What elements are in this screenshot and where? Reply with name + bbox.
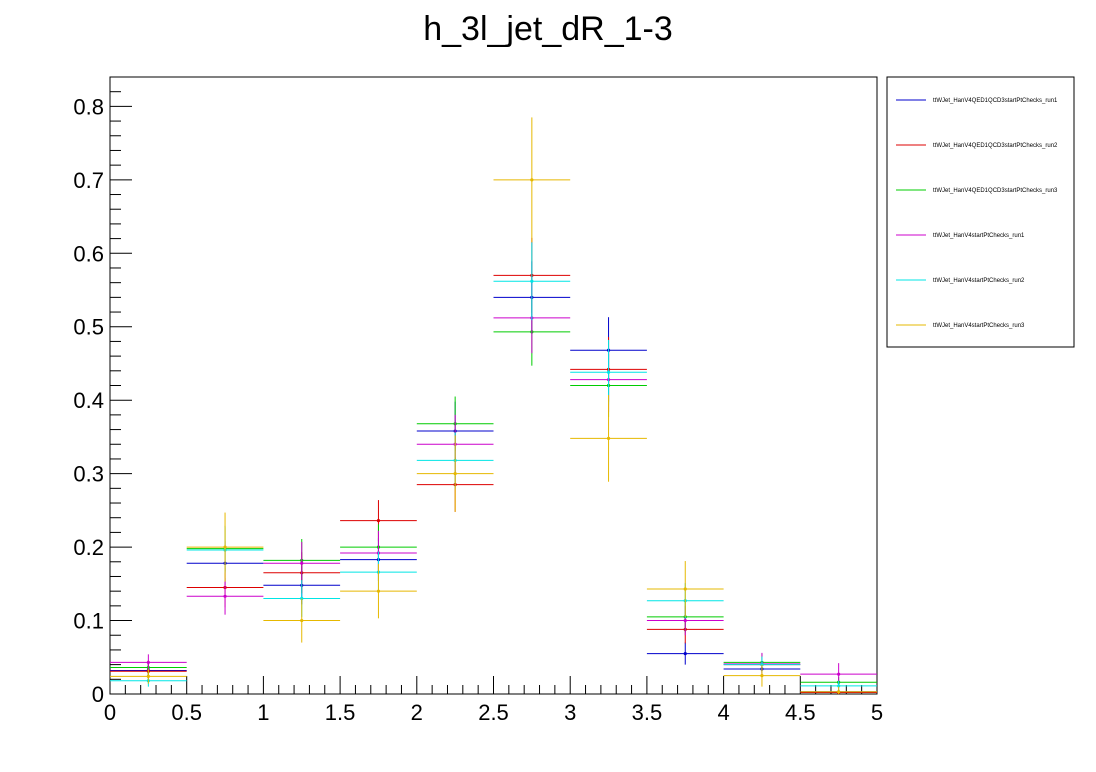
data-point xyxy=(683,587,687,591)
data-point xyxy=(300,618,304,623)
data-point xyxy=(453,472,457,476)
data-point xyxy=(530,279,534,283)
legend-label: ttWJet_HanV4QED1QCD3startPtChecks_run2 xyxy=(933,143,1058,149)
data-point xyxy=(837,672,841,676)
legend-label: ttWJet_HanV4startPtChecks_run3 xyxy=(933,323,1025,329)
data-point xyxy=(683,618,687,623)
series-4 xyxy=(110,282,877,686)
y-tick-label: 0.5 xyxy=(73,315,104,340)
x-tick-label: 0 xyxy=(104,700,116,725)
data-point xyxy=(223,594,227,598)
legend-label: ttWJet_HanV4QED1QCD3startPtChecks_run1 xyxy=(933,98,1058,104)
data-point xyxy=(606,370,611,374)
legend-entries: ttWJet_HanV4QED1QCD3startPtChecks_run1tt… xyxy=(896,98,1058,329)
data-point xyxy=(300,561,304,565)
data-marks xyxy=(110,117,877,695)
x-tick-label: 1.5 xyxy=(325,700,356,725)
x-tick-label: 3 xyxy=(564,700,576,725)
y-tick-label: 0.7 xyxy=(73,168,104,193)
data-point xyxy=(530,178,534,182)
legend-label: ttWJet_HanV4QED1QCD3startPtChecks_run3 xyxy=(933,188,1058,194)
y-tick-label: 0.3 xyxy=(73,462,104,487)
data-point xyxy=(760,674,764,678)
y-tick-label: 0.4 xyxy=(73,388,104,413)
data-point xyxy=(223,545,227,549)
x-tick-label: 2.5 xyxy=(478,700,509,725)
x-tick-label: 0.5 xyxy=(171,700,202,725)
legend-label: ttWJet_HanV4startPtChecks_run2 xyxy=(933,278,1025,284)
data-point xyxy=(376,589,381,593)
legend: ttWJet_HanV4QED1QCD3startPtChecks_run1tt… xyxy=(886,76,1075,348)
data-point xyxy=(837,684,841,688)
x-tick-label: 3.5 xyxy=(632,700,663,725)
series-1 xyxy=(110,261,877,694)
x-axis: 0 0.5 1 1.5 2 2.5 3 3.5 4 4.5 5 xyxy=(104,676,883,725)
x-tick-label: 2 xyxy=(411,700,423,725)
y-tick-label: 0.8 xyxy=(73,94,104,119)
y-tick-label: 0.1 xyxy=(73,609,104,634)
series-6 xyxy=(110,117,877,694)
x-tick-label: 1 xyxy=(257,700,269,725)
y-tick-label: 0.2 xyxy=(73,535,104,560)
legend-label: ttWJet_HanV4startPtChecks_run1 xyxy=(933,233,1025,239)
chart-title: h_3l_jet_dR_1-3 xyxy=(423,10,673,48)
y-tick-label: 0 xyxy=(92,682,104,707)
x-tick-label: 5 xyxy=(871,700,883,725)
data-point xyxy=(146,660,150,665)
data-point xyxy=(683,652,687,656)
data-point xyxy=(606,436,611,440)
data-point xyxy=(837,690,841,694)
x-tick-label: 4.5 xyxy=(785,700,816,725)
data-point xyxy=(146,674,150,678)
x-tick-label: 4 xyxy=(717,700,729,725)
series-5 xyxy=(110,242,877,692)
data-point xyxy=(376,519,381,523)
series-3 xyxy=(110,298,877,688)
series-2 xyxy=(110,237,877,695)
y-axis: 0 0.1 0.2 0.3 0.4 0.5 0.6 0.7 0.8 xyxy=(73,76,132,707)
y-tick-label: 0.6 xyxy=(73,241,104,266)
legend-box xyxy=(886,76,1075,348)
